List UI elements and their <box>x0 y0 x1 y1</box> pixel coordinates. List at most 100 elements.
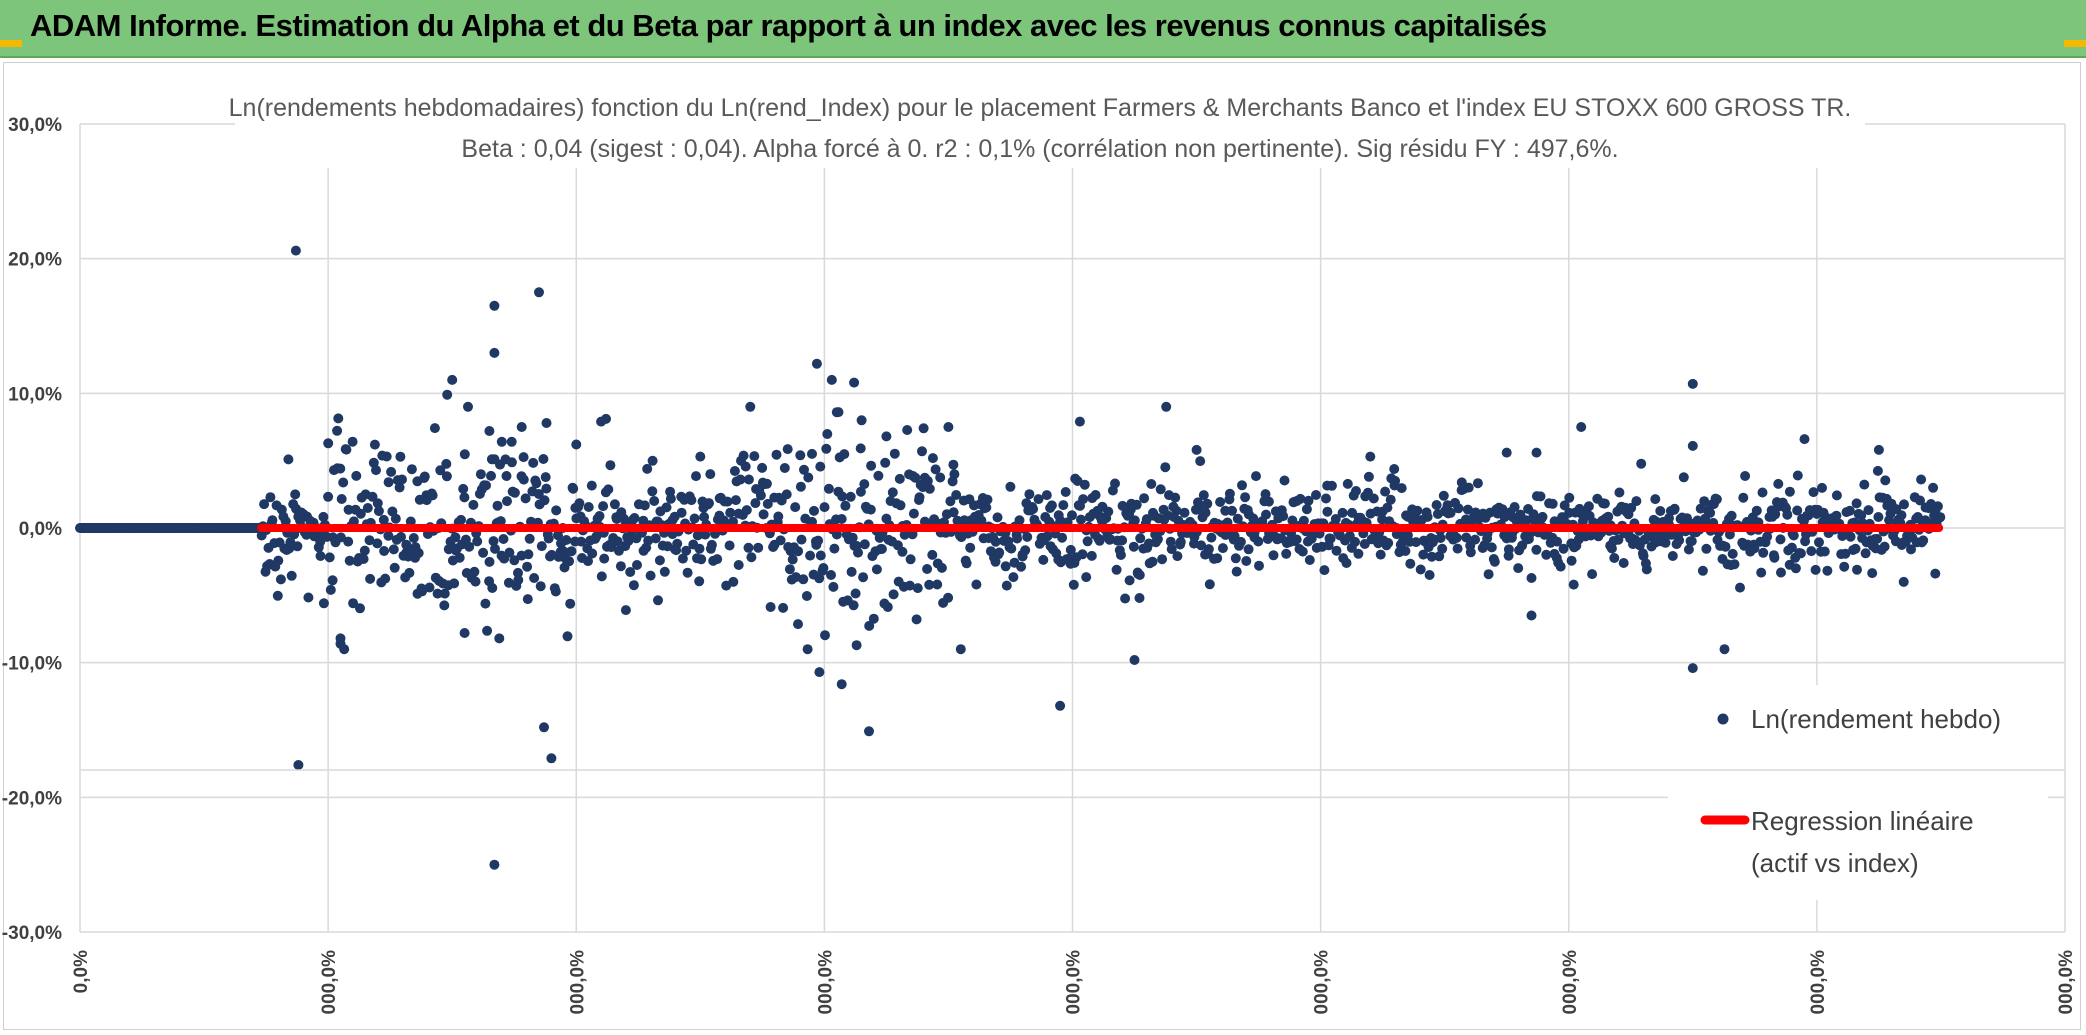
scatter-point <box>676 507 687 518</box>
scatter-point <box>1497 504 1508 515</box>
scatter-point <box>341 444 352 455</box>
scatter-point <box>1839 561 1850 572</box>
scatter-point <box>1751 505 1762 516</box>
scatter-point <box>358 554 369 564</box>
scatter-point-outlier <box>1568 579 1579 590</box>
scatter-point <box>650 533 661 544</box>
scatter-point <box>823 483 834 494</box>
scatter-point <box>700 529 711 540</box>
report-banner: ADAM Informe. Estimation du Alpha et du … <box>0 0 2086 58</box>
scatter-point <box>1863 505 1874 516</box>
scatter-point <box>371 465 381 476</box>
scatter-point <box>558 546 569 557</box>
scatter-point <box>1775 534 1786 545</box>
scatter-point-outlier <box>1074 416 1085 427</box>
scatter-point <box>859 479 870 490</box>
scatter-point <box>1697 565 1708 576</box>
scatter-point <box>1451 532 1462 543</box>
scatter-point <box>805 550 816 561</box>
scatter-point <box>965 542 976 553</box>
chart-legend: Ln(rendement hebdo) Regression linéaire … <box>80 685 2065 900</box>
scatter-point <box>348 516 359 527</box>
scatter-point <box>482 625 493 636</box>
scatter-point <box>1157 554 1168 565</box>
chart-frame <box>3 62 2081 1030</box>
scatter-point <box>1872 465 1883 476</box>
scatter-point <box>490 543 500 554</box>
scatter-point <box>990 536 1001 547</box>
scatter-point <box>1024 489 1035 500</box>
scatter-point <box>871 564 882 575</box>
scatter-point <box>1472 478 1483 489</box>
scatter-point <box>795 481 806 492</box>
scatter-point <box>897 546 908 557</box>
scatter-point <box>1110 478 1120 489</box>
scatter-point <box>283 454 294 465</box>
scatter-point <box>543 533 554 544</box>
scatter-point <box>1237 480 1247 491</box>
scatter-point-outlier <box>335 633 346 644</box>
scatter-point <box>1217 543 1228 554</box>
scatter-point-outlier <box>447 374 458 385</box>
scatter-point <box>653 595 663 606</box>
scatter-point <box>435 465 446 476</box>
scatter-point <box>813 535 824 546</box>
scatter-point <box>1758 547 1769 558</box>
scatter-point <box>1261 509 1271 520</box>
scatter-point <box>895 500 906 511</box>
scatter-point <box>681 545 692 556</box>
scatter-point <box>318 598 329 609</box>
scatter-point-outlier <box>943 422 954 432</box>
scatter-point <box>315 551 326 561</box>
scatter-point <box>1486 542 1497 553</box>
scatter-point-outlier <box>516 422 527 432</box>
scatter-point <box>1382 502 1393 513</box>
scatter-point <box>855 486 866 497</box>
scatter-point-outlier <box>849 377 860 388</box>
scatter-point-outlier <box>1134 593 1145 603</box>
scatter-point <box>814 573 825 584</box>
scatter-point <box>450 532 461 543</box>
x-tick-label: 000,0% <box>319 950 340 1015</box>
scatter-point <box>390 513 401 524</box>
scatter-point <box>1879 541 1890 552</box>
scatter-point <box>439 588 450 599</box>
scatter-point <box>743 542 754 553</box>
scatter-point <box>1650 494 1661 505</box>
scatter-point <box>665 493 676 504</box>
scatter-point <box>1788 530 1799 541</box>
scatter-point <box>1726 510 1737 521</box>
scatter-point <box>755 490 766 501</box>
scatter-point <box>1859 479 1870 490</box>
scatter-point <box>459 449 470 460</box>
scatter-point <box>615 561 626 572</box>
scatter-point <box>850 588 861 599</box>
scatter-point <box>639 500 650 511</box>
scatter-point <box>647 455 658 466</box>
scatter-point <box>596 571 607 582</box>
scatter-point <box>1915 495 1925 506</box>
scatter-point <box>753 542 764 553</box>
scatter-point <box>682 567 693 578</box>
scatter-point <box>574 498 585 509</box>
scatter-point <box>1806 546 1817 557</box>
scatter-point <box>1762 531 1773 542</box>
scatter-point <box>724 540 735 551</box>
scatter-point <box>745 401 756 412</box>
top-right-corner-marker <box>2064 40 2086 47</box>
scatter-point <box>1322 506 1333 517</box>
scatter-point-outlier <box>1916 474 1927 485</box>
legend-background <box>1668 685 2048 900</box>
scatter-point <box>469 566 480 577</box>
scatter-point <box>865 504 876 515</box>
scatter-point-outlier <box>851 640 862 651</box>
scatter-point <box>449 578 460 589</box>
scatter-point <box>1298 515 1309 526</box>
scatter-point <box>1513 563 1524 574</box>
scatter-point <box>1240 492 1251 503</box>
scatter-point <box>1465 547 1476 558</box>
scatter-point <box>323 438 334 449</box>
scatter-point <box>1203 544 1214 555</box>
scatter-point <box>924 579 935 590</box>
scatter-point <box>292 541 303 552</box>
